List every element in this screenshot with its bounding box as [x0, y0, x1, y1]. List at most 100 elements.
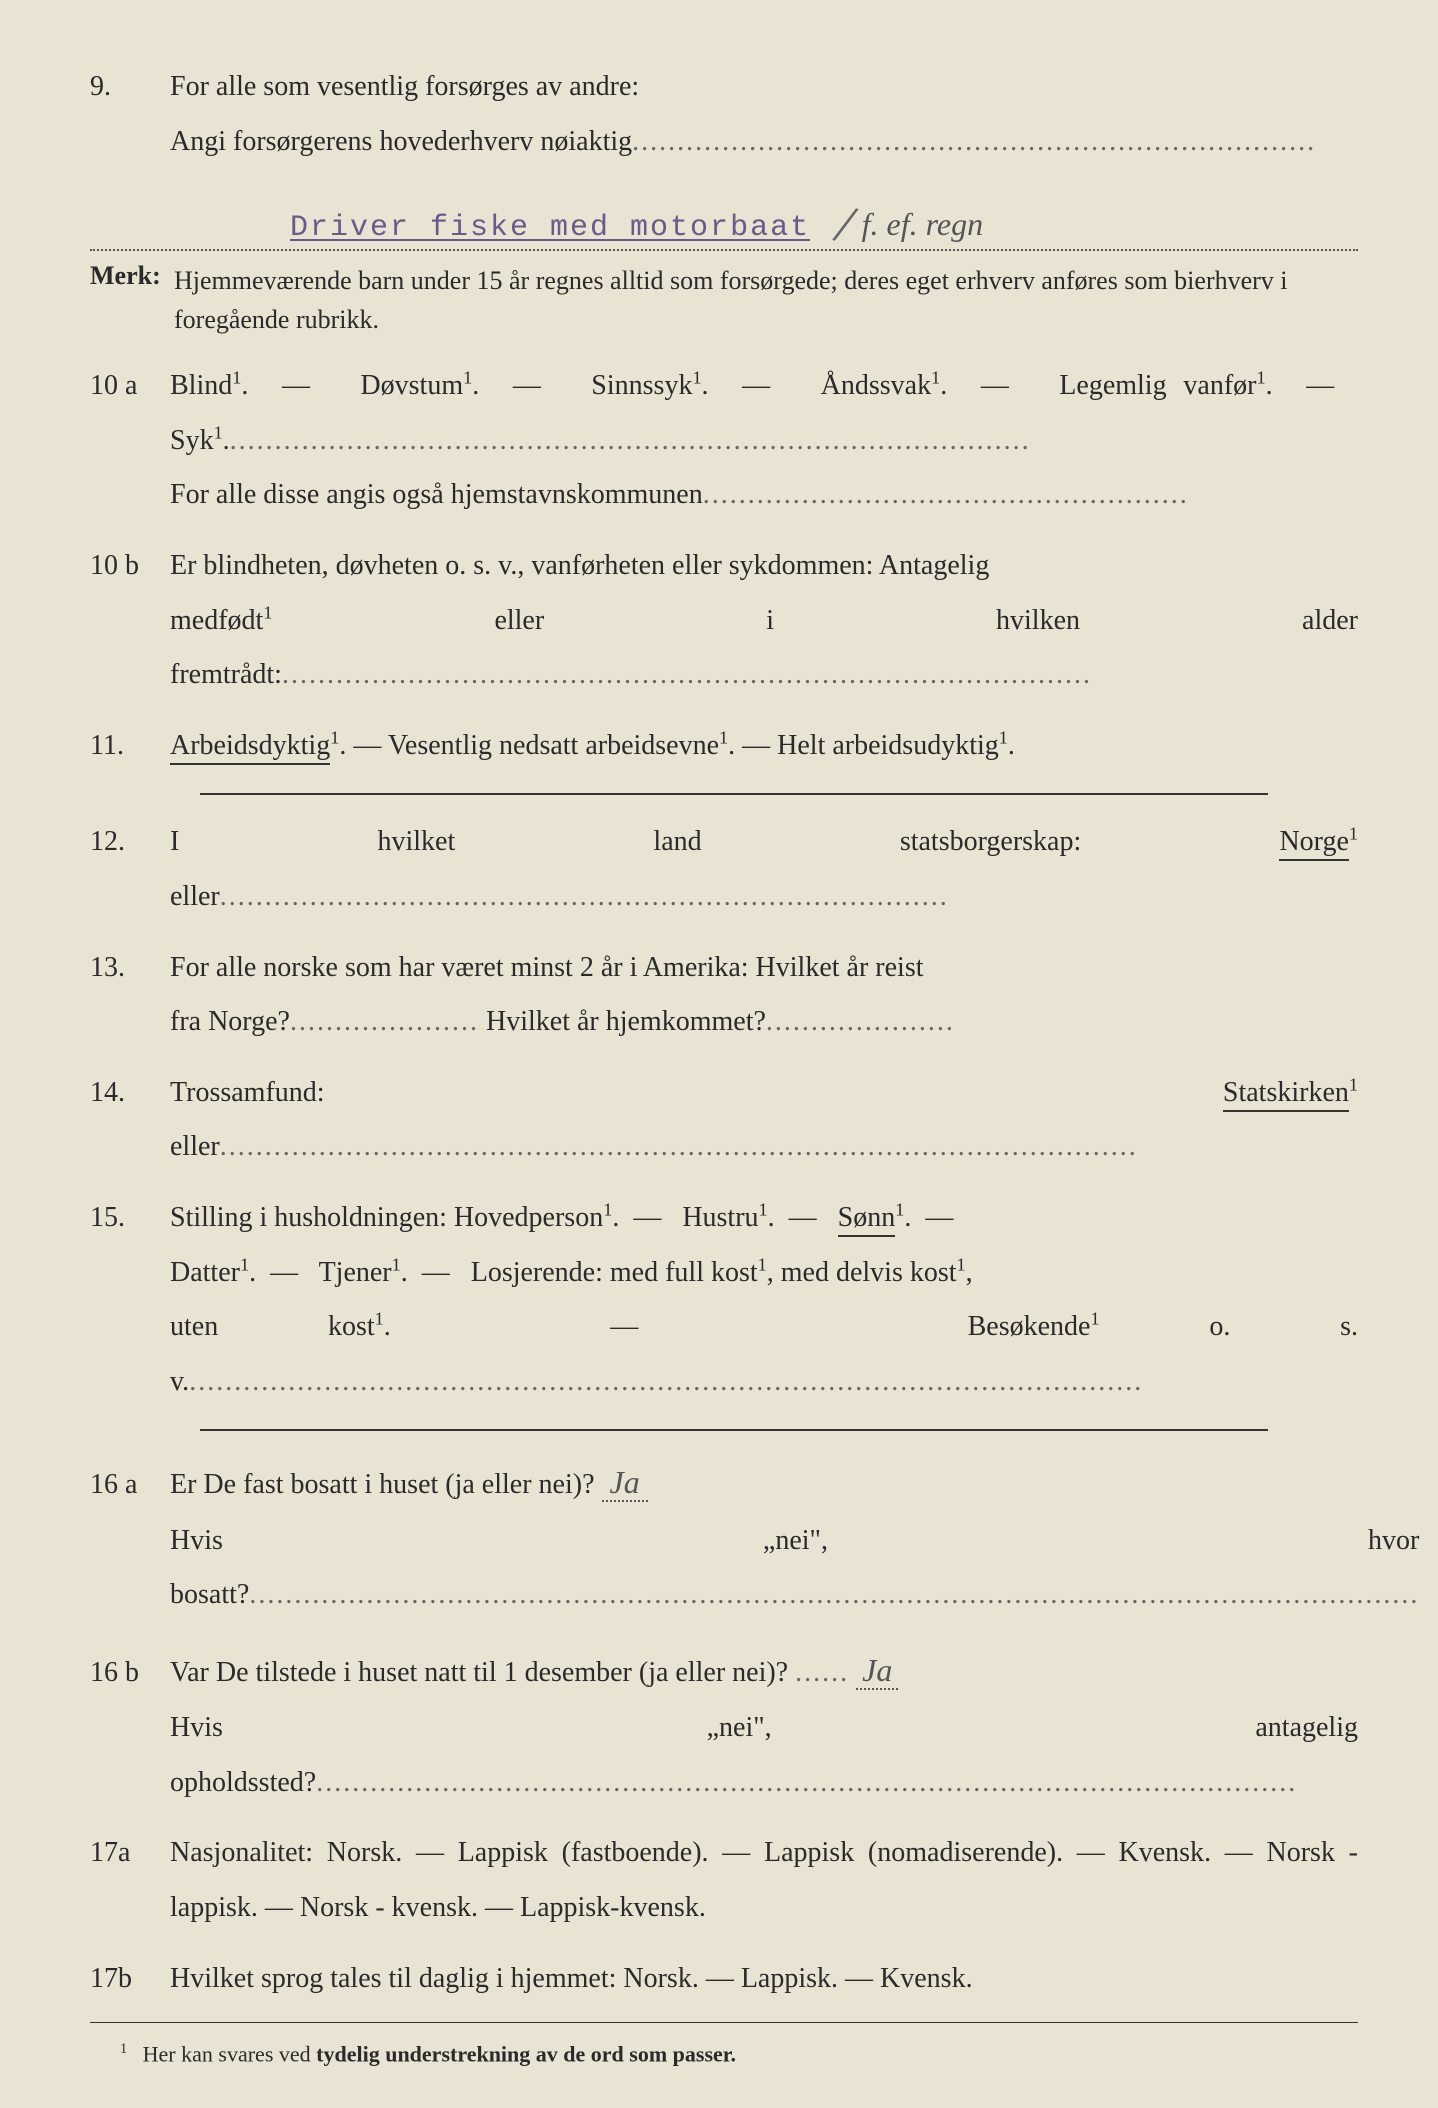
q16a-answer: Ja — [602, 1464, 648, 1502]
q10b: 10 b Er blindheten, døvheten o. s. v., v… — [90, 539, 1358, 703]
opt-blind: Blind — [170, 370, 232, 401]
sup: 1 — [692, 368, 701, 388]
dotfill: ..................... — [766, 1006, 955, 1037]
q12-body: I hvilket land statsborgerskap: Norge1 e… — [170, 815, 1358, 924]
q14-statskirken: Statskirken — [1223, 1077, 1349, 1112]
opt-sonn: Sønn — [838, 1202, 896, 1237]
q13-line2b: Hvilket år hjemkommet? — [486, 1006, 766, 1037]
q16a-body: Er De fast bosatt i huset (ja eller nei)… — [170, 1451, 1419, 1623]
q17a-number: 17a — [90, 1837, 170, 1869]
q12-text2: eller — [170, 881, 220, 912]
q16a: 16 a Er De fast bosatt i huset (ja eller… — [90, 1451, 1358, 1623]
q14-body: Trossamfund: Statskirken1 eller.........… — [170, 1066, 1358, 1175]
q12: 12. I hvilket land statsborgerskap: Norg… — [90, 815, 1358, 924]
opt-syk: Syk — [170, 425, 214, 456]
q13: 13. For alle norske som har været minst … — [90, 941, 1358, 1050]
q17b-body: Hvilket sprog tales til daglig i hjemmet… — [170, 1952, 1358, 2007]
merk-text: Hjemmeværende barn under 15 år regnes al… — [174, 261, 1352, 339]
divider — [200, 1429, 1268, 1431]
q12-number: 12. — [90, 826, 170, 858]
merk-label: Merk: — [90, 261, 170, 291]
sup: 1 — [603, 1200, 612, 1220]
opt-hustru: Hustru — [682, 1202, 758, 1233]
q9: 9. For alle som vesentlig forsørges av a… — [90, 60, 1358, 169]
opt-andssvak: Åndssvak — [821, 370, 931, 401]
q15: 15. Stilling i husholdningen: Hovedperso… — [90, 1191, 1358, 1409]
q9-answer-line: Driver fiske med motorbaat / f. ef. regn — [90, 185, 1358, 251]
q15-number: 15. — [90, 1202, 170, 1234]
q11-number: 11. — [90, 730, 170, 762]
dotfill: ........................................… — [220, 881, 949, 912]
q10b-body: Er blindheten, døvheten o. s. v., vanfør… — [170, 539, 1358, 703]
q17a-body: Nasjonalitet: Norsk. — Lappisk (fastboen… — [170, 1826, 1358, 1935]
opt-nedsatt: Vesentlig nedsatt arbeidsevne — [388, 730, 719, 761]
sup: 1 — [463, 368, 472, 388]
opt-sinnssyk: Sinnssyk — [591, 370, 692, 401]
q16a-number: 16 a — [90, 1469, 170, 1501]
sup: 1 — [330, 727, 339, 747]
q17b: 17b Hvilket sprog tales til daglig i hje… — [90, 1952, 1358, 2007]
q10b-medfodt: medfødt — [170, 605, 263, 636]
q13-body: For alle norske som har været minst 2 år… — [170, 941, 1358, 1050]
q10a-body: Blind1. — Døvstum1. — Sinnssyk1. — Åndss… — [170, 359, 1358, 523]
q15-body: Stilling i husholdningen: Hovedperson1. … — [170, 1191, 1358, 1409]
sup: 1 — [719, 727, 728, 747]
sup: 1 — [758, 1254, 767, 1274]
q17a: 17a Nasjonalitet: Norsk. — Lappisk (fast… — [90, 1826, 1358, 1935]
q14-text1: Trossamfund: — [170, 1077, 1223, 1108]
footnote: 1 Her kan svares ved tydelig understrekn… — [90, 2041, 1358, 2067]
q13-line2a: fra Norge? — [170, 1006, 290, 1037]
sup: 1 — [214, 422, 223, 442]
q14-text2: eller — [170, 1131, 220, 1162]
q14-number: 14. — [90, 1077, 170, 1109]
sup: 1 — [240, 1254, 249, 1274]
handwritten-note: f. ef. regn — [862, 206, 983, 243]
q10a-number: 10 a — [90, 370, 170, 402]
sup: 1 — [999, 727, 1008, 747]
q9-body: For alle som vesentlig forsørges av andr… — [170, 60, 1358, 169]
footnote-num: 1 — [120, 2041, 127, 2057]
stamp-text: Driver fiske med motorbaat — [290, 211, 810, 245]
q15-text1: Stilling i husholdningen: Hovedperson — [170, 1202, 603, 1233]
opt-udyktig: Helt arbeidsudyktig — [777, 730, 999, 761]
dotfill: ........................................… — [189, 1366, 1143, 1397]
q11: 11. Arbeidsdyktig1. — Vesentlig nedsatt … — [90, 719, 1358, 774]
divider — [200, 793, 1268, 795]
dotfill: ........................................… — [230, 425, 1031, 456]
opt-datter: Datter — [170, 1257, 240, 1288]
q16b-body: Var De tilstede i huset natt til 1 desem… — [170, 1639, 1358, 1811]
opt-legemlig: Legemlig vanfør — [1059, 370, 1256, 401]
q12-norge: Norge — [1279, 826, 1348, 861]
q11-body: Arbeidsdyktig1. — Vesentlig nedsatt arbe… — [170, 719, 1358, 774]
sup: 1 — [375, 1309, 384, 1329]
q9-line1: For alle som vesentlig forsørges av andr… — [170, 71, 639, 102]
dotfill: ........................................… — [282, 659, 1092, 690]
q17b-number: 17b — [90, 1963, 170, 1995]
sup: 1 — [1349, 824, 1358, 844]
dotfill: ........................................… — [249, 1579, 1419, 1610]
sup: 1 — [957, 1254, 966, 1274]
dotfill: ...... — [795, 1657, 849, 1688]
dotfill: ..................... — [290, 1006, 479, 1037]
q10a-line2: For alle disse angis også hjemstavnskomm… — [170, 479, 703, 510]
q15-uten: uten kost — [170, 1311, 375, 1342]
q16b-text1: Var De tilstede i huset natt til 1 desem… — [170, 1657, 788, 1688]
opt-tjener: Tjener — [319, 1257, 392, 1288]
q16b-answer: Ja — [856, 1652, 898, 1690]
dotfill: ........................................… — [632, 126, 1316, 157]
q15-delvis: , med delvis kost — [767, 1257, 957, 1288]
q16b: 16 b Var De tilstede i huset natt til 1 … — [90, 1639, 1358, 1811]
q12-text1: I hvilket land statsborgerskap: — [170, 826, 1279, 857]
dotfill: ........................................… — [703, 479, 1189, 510]
q16a-text1: Er De fast bosatt i huset (ja eller nei)… — [170, 1469, 595, 1500]
sup: 1 — [1349, 1074, 1358, 1094]
slash-mark: / — [828, 192, 863, 258]
q10b-number: 10 b — [90, 550, 170, 582]
opt-arbeidsdyktig: Arbeidsdyktig — [170, 730, 330, 765]
q16b-number: 16 b — [90, 1657, 170, 1689]
sup: 1 — [1256, 368, 1265, 388]
opt-besokende: Besøkende — [968, 1311, 1091, 1342]
sup: 1 — [895, 1200, 904, 1220]
sup: 1 — [392, 1254, 401, 1274]
sup: 1 — [263, 602, 272, 622]
